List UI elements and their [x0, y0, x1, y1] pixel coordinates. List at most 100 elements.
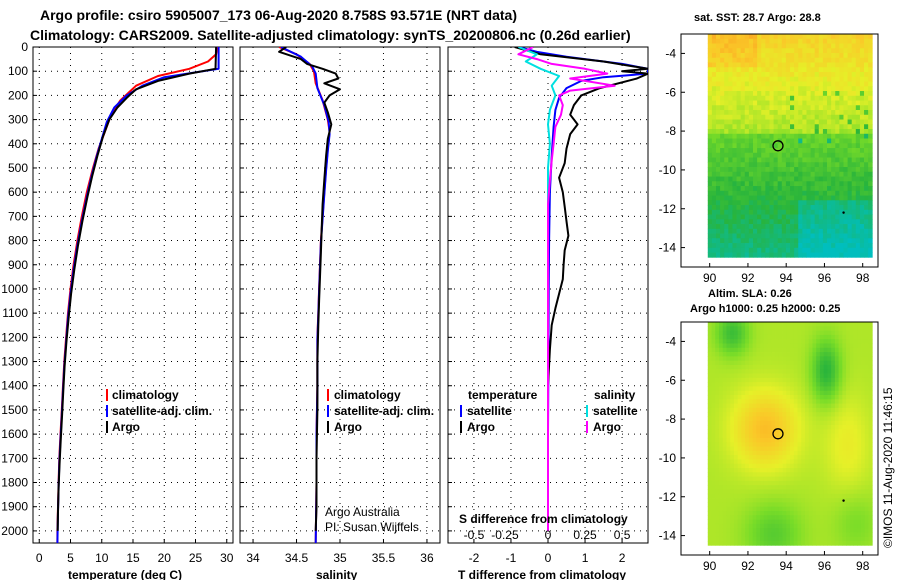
map-cell — [843, 38, 848, 44]
map-cell — [798, 186, 803, 192]
map-cell — [777, 105, 783, 111]
map-cell — [733, 446, 739, 452]
map-cell — [777, 57, 783, 63]
map-cell — [781, 167, 787, 173]
map-cell — [864, 100, 869, 106]
map-cell — [814, 100, 820, 106]
map-cell — [771, 450, 776, 456]
map-cell — [786, 347, 791, 353]
map-cell — [831, 76, 836, 82]
map-cell — [864, 129, 869, 135]
map-cell — [744, 110, 750, 116]
map-cell — [756, 442, 761, 447]
map-cell — [785, 86, 791, 92]
map-cell — [732, 34, 737, 40]
map-cell — [853, 506, 858, 512]
map-cell — [756, 416, 761, 422]
map-cell — [864, 476, 869, 482]
map-cell — [857, 498, 862, 503]
map-cell — [720, 162, 725, 168]
map-cell — [816, 390, 821, 396]
map-cell — [782, 502, 787, 508]
map-cell — [765, 181, 770, 187]
map-cell — [733, 463, 739, 469]
map-cell — [859, 86, 865, 92]
map-cell — [868, 532, 873, 538]
map-cell — [748, 485, 754, 490]
map-cell — [804, 455, 810, 460]
map-cell — [802, 143, 807, 149]
map-cell — [728, 43, 733, 49]
map-cell — [782, 541, 787, 546]
map-cell — [859, 214, 865, 220]
map-cell — [831, 143, 836, 149]
map-cell — [752, 356, 757, 362]
map-cell — [802, 100, 807, 106]
map-cell — [847, 200, 853, 206]
map-cell — [720, 190, 725, 196]
map-cell — [864, 399, 869, 404]
map-cell — [864, 224, 869, 230]
map-cell — [831, 395, 836, 400]
map-cell — [767, 502, 772, 508]
map-cell — [801, 472, 806, 477]
map-cell — [741, 322, 746, 327]
map-cell — [771, 386, 776, 392]
map-cell — [790, 138, 795, 144]
map-cell — [842, 416, 847, 422]
map-cell — [842, 442, 847, 447]
map-cell — [802, 195, 807, 201]
map-cell — [794, 233, 799, 239]
map-cell — [715, 420, 720, 426]
map-cell — [711, 468, 716, 473]
map-cell — [778, 536, 783, 542]
map-cell — [847, 205, 853, 211]
map-cell — [855, 219, 861, 225]
map-cell — [757, 62, 762, 68]
map-cell — [722, 515, 727, 520]
map-cell — [773, 119, 779, 125]
map-cell — [777, 247, 783, 253]
map-cell — [846, 334, 851, 340]
map-cell — [753, 119, 758, 125]
map-cell — [790, 100, 795, 106]
map-cell — [737, 330, 742, 336]
map-cell — [765, 252, 770, 258]
map-cell — [782, 433, 787, 439]
map-cell — [771, 506, 776, 512]
map-cell — [806, 138, 811, 144]
map-cell — [790, 493, 795, 499]
map-cell — [778, 437, 783, 443]
map-cell — [763, 339, 768, 344]
map-cell — [790, 209, 795, 215]
map-cell — [801, 347, 806, 353]
depth-tick-label: 1200 — [1, 330, 28, 344]
map-cell — [793, 395, 798, 400]
map-cell — [802, 181, 807, 187]
map-cell — [715, 446, 720, 452]
map-cell — [760, 322, 765, 327]
map-cell — [775, 541, 780, 546]
map-cell — [748, 528, 754, 533]
map-cell — [775, 446, 780, 452]
map-cell — [724, 129, 729, 135]
map-cell — [831, 485, 836, 490]
map-cell — [722, 468, 727, 473]
map-cell — [801, 433, 806, 439]
map-cell — [707, 472, 712, 477]
map-cell — [802, 57, 807, 63]
map-lon-tick-label: 92 — [741, 271, 755, 285]
map-cell — [730, 429, 735, 435]
map-cell — [868, 437, 873, 443]
map-cell — [814, 167, 820, 173]
map-cell — [718, 472, 724, 477]
s-difference-tick-label: -0.5 — [464, 528, 485, 542]
map-cell — [769, 195, 774, 201]
map-cell — [812, 382, 817, 387]
map-cell — [769, 252, 774, 258]
map-cell — [737, 468, 742, 473]
map-cell — [718, 480, 724, 486]
map-cell — [849, 390, 854, 396]
map-cell — [763, 489, 768, 495]
map-cell — [718, 506, 724, 512]
